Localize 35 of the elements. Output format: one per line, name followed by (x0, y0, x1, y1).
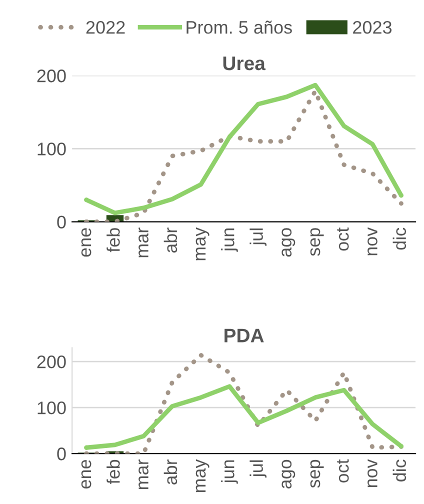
y-tick-label: 100 (38, 142, 66, 156)
x-tick-label: sep (310, 460, 324, 488)
x-tick-label: jun (221, 228, 238, 252)
chart-title: Urea (223, 56, 266, 70)
y-tick-label: 100 (38, 402, 66, 414)
x-tick-label: ago (282, 460, 296, 489)
x-tick-label: dic (392, 460, 406, 482)
x-tick-label: ene (81, 228, 92, 257)
legend-label: 2023 (353, 20, 392, 34)
y-tick-label: 200 (37, 70, 66, 82)
x-tick-label: may (196, 459, 210, 492)
y-tick-label: 0 (57, 448, 66, 460)
x-tick-label: jul (250, 460, 267, 478)
x-tick-label: dic (392, 228, 406, 250)
x-tick-label: abr (164, 228, 178, 253)
x-tick-label: ago (282, 228, 296, 257)
x-tick-label: jun (221, 460, 238, 484)
x-tick-label: mar (138, 228, 148, 258)
x-tick-label: feb (106, 460, 120, 484)
legend-label: Prom. 5 años (186, 20, 292, 34)
x-tick-label: nov (368, 459, 378, 488)
x-tick-label: oct (336, 459, 349, 482)
x-tick-label: nov (368, 227, 378, 256)
x-tick-label: may (196, 227, 210, 260)
chart-title: PDA (224, 328, 264, 342)
x-tick-label: oct (336, 227, 349, 251)
x-tick-label: mar (138, 459, 148, 490)
x-tick-label: sep (310, 228, 324, 256)
x-tick-label: feb (106, 228, 120, 252)
y-tick-label: 0 (57, 216, 66, 228)
x-tick-label: jul (250, 228, 267, 246)
y-tick-label: 200 (37, 356, 66, 368)
legend-label: 2022 (86, 20, 125, 34)
x-tick-label: abr (164, 459, 178, 484)
x-tick-label: ene (81, 460, 92, 489)
